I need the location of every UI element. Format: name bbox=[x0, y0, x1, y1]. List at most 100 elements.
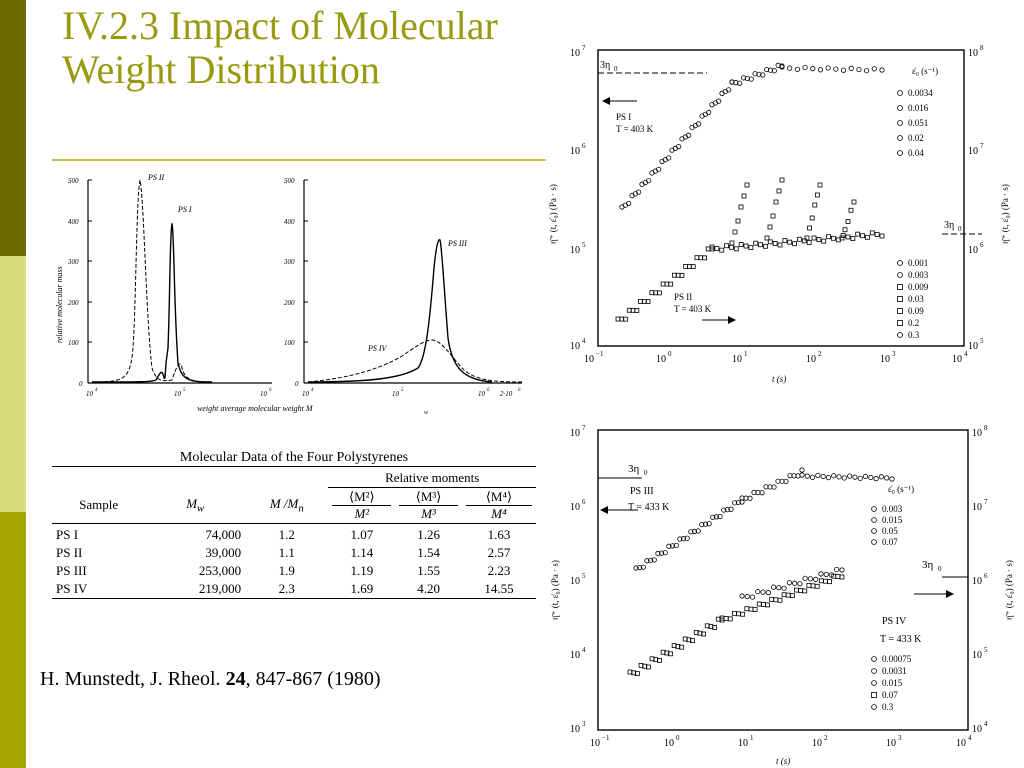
ps3-bottom-label: PS III bbox=[630, 486, 654, 497]
ps4-curve bbox=[307, 339, 523, 383]
data-point-marker bbox=[848, 207, 854, 213]
data-point-marker bbox=[865, 234, 870, 240]
top-xtick: 10 bbox=[952, 354, 962, 365]
top-eta-sub-right: 0 bbox=[958, 225, 962, 233]
data-point-marker bbox=[792, 580, 798, 586]
data-point-marker bbox=[799, 472, 805, 478]
top-yright-tick: 10 bbox=[968, 146, 978, 157]
bottom-xtick-exp: −1 bbox=[602, 734, 610, 742]
data-point-marker bbox=[741, 193, 747, 199]
relative-moments-header: Relative moments bbox=[328, 469, 536, 488]
bottom-yright-exp: 4 bbox=[984, 720, 988, 728]
ps2-top-label: PS II bbox=[674, 292, 692, 302]
data-point-marker bbox=[744, 182, 750, 188]
data-point-marker bbox=[764, 66, 770, 73]
legend-marker-icon bbox=[871, 539, 877, 545]
mwd-left-ytick: 500 bbox=[68, 177, 79, 185]
mwd-left-xtick: 10 bbox=[260, 390, 268, 398]
data-point-marker bbox=[769, 596, 775, 602]
data-point-marker bbox=[831, 235, 836, 241]
data-point-marker bbox=[864, 68, 870, 74]
bottom-xtick-exp: 0 bbox=[676, 734, 680, 742]
data-point-marker bbox=[658, 550, 665, 556]
accent-bar-middle bbox=[0, 256, 26, 512]
cell-m4: 2.23 bbox=[487, 563, 511, 578]
bottom-legend1-item: 0.05 bbox=[882, 526, 898, 536]
mwd-right-ytick: 400 bbox=[284, 218, 295, 226]
data-point-marker bbox=[828, 572, 835, 578]
data-point-marker bbox=[646, 178, 652, 184]
bottom-yleft-tick: 10 bbox=[570, 650, 580, 661]
bottom-yright-tick: 10 bbox=[972, 428, 982, 439]
bottom-yleft-tick: 10 bbox=[570, 724, 580, 735]
top-yleft-tick: 10 bbox=[570, 245, 580, 256]
data-point-marker bbox=[748, 76, 754, 82]
ps2-curve bbox=[91, 179, 213, 383]
data-point-marker bbox=[841, 475, 847, 481]
title-divider bbox=[52, 159, 546, 161]
data-point-marker bbox=[690, 638, 695, 644]
ps1-label: PS I bbox=[177, 205, 192, 214]
legend-marker-icon bbox=[871, 680, 877, 686]
bottom-xtick: 10 bbox=[738, 738, 748, 749]
data-point-marker bbox=[733, 246, 739, 252]
table-group-header-row: Relative moments bbox=[52, 469, 536, 488]
mwd-right-xtick: 10 bbox=[478, 390, 486, 398]
bottom-legend2-item: 0.00075 bbox=[882, 654, 912, 664]
legend-marker-icon bbox=[897, 260, 903, 266]
cell-mw: 219,000 bbox=[198, 581, 242, 596]
data-point-marker bbox=[760, 72, 766, 78]
data-point-marker bbox=[626, 200, 632, 207]
data-point-marker bbox=[809, 215, 815, 221]
data-point-marker bbox=[668, 651, 673, 657]
data-point-marker bbox=[748, 245, 754, 250]
bottom-legend2-item: 0.3 bbox=[882, 702, 894, 712]
data-point-marker bbox=[719, 247, 725, 253]
data-point-marker bbox=[634, 307, 640, 313]
data-point-marker bbox=[814, 583, 820, 589]
bottom-xtick-exp: 4 bbox=[968, 734, 972, 742]
bottom-yright-exp: 6 bbox=[984, 572, 988, 580]
data-point-marker bbox=[721, 507, 727, 513]
data-point-marker bbox=[810, 66, 816, 72]
data-point-marker bbox=[787, 65, 793, 71]
data-point-marker bbox=[623, 316, 628, 322]
data-point-marker bbox=[810, 583, 816, 589]
col-m3-num: ⟨M³⟩ bbox=[399, 489, 458, 506]
data-point-marker bbox=[851, 199, 857, 205]
data-point-marker bbox=[710, 514, 716, 520]
top-xtick: 10 bbox=[880, 354, 890, 365]
legend-marker-icon bbox=[897, 332, 903, 338]
data-point-marker bbox=[806, 240, 812, 245]
citation-prefix: H. Munstedt, J. Rheol. bbox=[40, 668, 226, 690]
data-point-marker bbox=[836, 474, 842, 480]
top-yright-tick: 10 bbox=[968, 341, 978, 352]
mwd-right-xtick: 10 bbox=[302, 390, 310, 398]
data-point-marker bbox=[645, 299, 651, 305]
data-point-marker bbox=[723, 616, 729, 621]
cell-sample: PS IV bbox=[56, 581, 88, 596]
data-point-marker bbox=[737, 80, 743, 86]
data-point-marker bbox=[809, 474, 816, 480]
data-point-marker bbox=[713, 514, 720, 520]
data-point-marker bbox=[860, 233, 865, 239]
data-point-marker bbox=[699, 521, 705, 528]
data-point-marker bbox=[845, 234, 851, 240]
data-point-marker bbox=[651, 557, 657, 563]
data-point-marker bbox=[744, 606, 750, 612]
data-point-marker bbox=[735, 218, 741, 224]
mwd-figure: relative molecular mass 500 400 300 200 … bbox=[55, 173, 523, 416]
slide-title-line2: Weight Distribution bbox=[62, 47, 380, 92]
data-point-marker bbox=[794, 66, 800, 72]
col-mwmn-symbol: M /M bbox=[269, 495, 299, 511]
mwd-right-xtick: 2·10 bbox=[500, 390, 513, 398]
ps3-label: PS III bbox=[447, 239, 467, 248]
data-point-marker bbox=[690, 264, 696, 270]
ps1-top-label: PS I bbox=[616, 112, 631, 122]
data-point-marker bbox=[744, 75, 750, 82]
bottom-legend2-item: 0.015 bbox=[882, 678, 903, 688]
table-row: PS III 253,000 1.9 1.19 1.55 2.23 bbox=[52, 562, 536, 580]
col-m2-num: ⟨M²⟩ bbox=[332, 489, 392, 506]
legend-marker-icon bbox=[871, 656, 877, 662]
top-yleft-exp: 4 bbox=[582, 337, 586, 345]
